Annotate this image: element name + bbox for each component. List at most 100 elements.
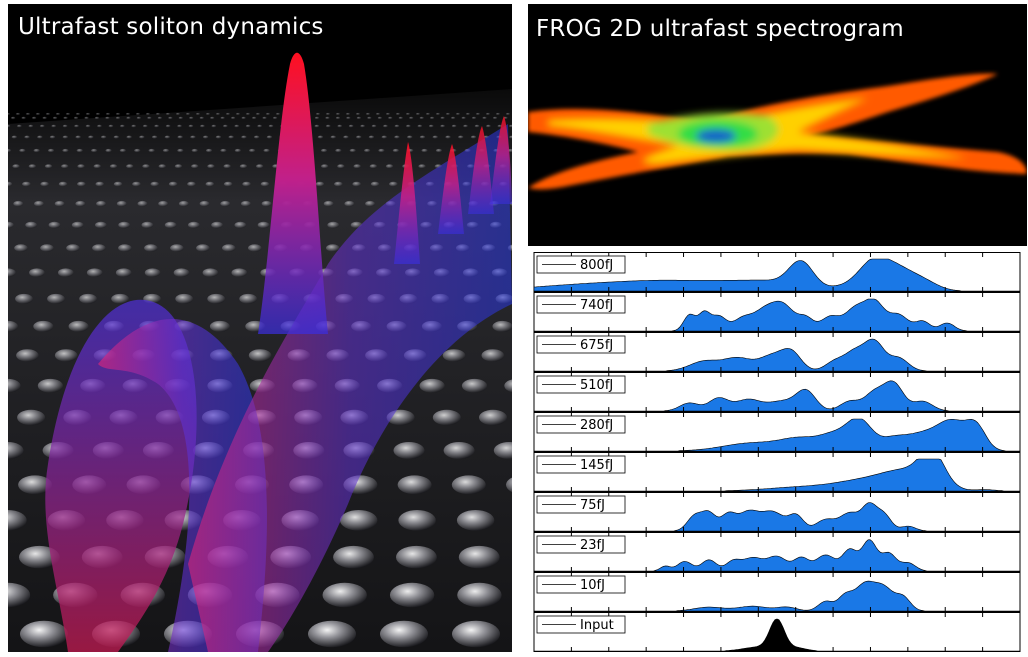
photonic-pillar — [220, 116, 225, 120]
photonic-pillar — [496, 112, 500, 116]
photonic-pillar — [353, 164, 361, 169]
photonic-pillar — [409, 116, 414, 120]
photonic-pillar — [220, 200, 231, 207]
spectrum-panel: 675fJ — [533, 332, 1021, 372]
photonic-pillar — [445, 135, 451, 139]
photonic-pillar — [48, 148, 55, 153]
photonic-pillar — [493, 116, 498, 120]
photonic-pillar — [48, 221, 61, 229]
photonic-pillar — [334, 181, 343, 187]
photonic-pillar — [245, 124, 251, 128]
photonic-pillar — [177, 148, 184, 153]
photonic-pillar — [378, 148, 385, 153]
photonic-pillar — [223, 124, 228, 128]
photonic-pillar — [239, 293, 258, 304]
photonic-pillar — [209, 320, 230, 332]
photonic-pillar — [53, 116, 58, 120]
photonic-pillar — [22, 181, 31, 187]
photonic-pillar — [234, 148, 241, 153]
photonic-pillar — [260, 181, 270, 187]
spectrum-area — [534, 580, 1020, 612]
photonic-pillar — [231, 116, 236, 120]
photonic-pillar — [134, 148, 141, 153]
photonic-pillar — [86, 112, 90, 116]
photonic-pillar — [44, 164, 53, 169]
photonic-pillar — [40, 181, 49, 187]
photonic-pillar — [426, 112, 430, 116]
photonic-pillar — [28, 164, 37, 169]
photonic-pillar — [144, 244, 158, 252]
photonic-pillar — [13, 200, 24, 207]
photonic-pillar — [66, 112, 70, 116]
photonic-pillar — [8, 378, 21, 393]
spectrum-area — [534, 458, 1020, 492]
photonic-pillar — [257, 221, 270, 229]
photonic-pillar — [11, 116, 16, 120]
photonic-pillar — [419, 135, 426, 139]
photonic-pillar — [509, 124, 512, 128]
photonic-pillar — [389, 181, 398, 187]
photonic-pillar — [458, 135, 464, 139]
spectrum-area — [534, 539, 1020, 572]
photonic-pillar — [394, 124, 400, 128]
photonic-pillar — [111, 293, 129, 304]
legend-box — [536, 535, 626, 554]
photonic-pillar — [476, 112, 480, 116]
photonic-pillar — [113, 181, 123, 187]
photonic-pillar — [371, 124, 377, 128]
photonic-pillar — [202, 268, 219, 278]
photonic-pillar — [262, 116, 267, 120]
photonic-pillar — [356, 112, 360, 116]
photonic-pillar — [486, 112, 490, 116]
photonic-pillar — [240, 200, 251, 207]
photonic-pillar — [14, 244, 28, 252]
photonic-pillar — [113, 135, 120, 139]
photonic-pillar — [211, 221, 224, 229]
photonic-pillar — [32, 116, 37, 120]
photonic-pillar — [344, 200, 355, 207]
photonic-pillar — [317, 135, 324, 139]
photonic-pillar — [504, 379, 512, 393]
photonic-pillar — [24, 135, 30, 139]
photonic-pillar — [189, 116, 194, 120]
photonic-pillar — [394, 135, 400, 139]
photonic-pillar — [393, 442, 425, 459]
photonic-pillar — [419, 116, 424, 120]
photonic-pillar — [86, 268, 103, 278]
photonic-pillar — [136, 112, 140, 116]
photonic-pillar — [421, 148, 428, 153]
photonic-pillar — [256, 164, 264, 169]
photonic-pillar — [34, 200, 44, 207]
photonic-pillar — [466, 112, 470, 116]
soliton-dynamics-image: Ultrafast soliton dynamics — [8, 4, 512, 652]
photonic-pillar — [116, 112, 120, 116]
legend-box — [536, 615, 626, 634]
photonic-pillar — [196, 244, 210, 252]
photonic-pillar — [506, 112, 510, 116]
photonic-pillar — [248, 244, 262, 252]
photonic-pillar — [440, 124, 446, 128]
photonic-pillar — [158, 164, 166, 169]
photonic-pillar — [257, 124, 262, 128]
spectrum-area — [534, 380, 1020, 412]
photonic-pillar — [109, 164, 118, 169]
photonic-pillar — [386, 112, 390, 116]
photonic-pillar — [506, 477, 512, 492]
legend-box — [536, 415, 626, 434]
photonic-pillar — [25, 221, 38, 229]
photonic-pillar — [126, 164, 134, 169]
photonic-pillar — [370, 181, 380, 187]
photonic-pillar — [126, 135, 132, 139]
photonic-pillar — [206, 112, 210, 116]
photonic-pillar — [120, 124, 125, 128]
photonic-pillar — [93, 164, 102, 169]
photonic-pillar — [327, 221, 340, 229]
photonic-pillar — [71, 221, 84, 229]
photonic-pillar — [118, 221, 131, 229]
photonic-pillar — [248, 349, 272, 362]
photonic-pillar — [493, 442, 512, 459]
photonic-pillar — [8, 320, 18, 332]
photonic-pillar — [88, 135, 94, 139]
photonic-pillar — [472, 116, 477, 120]
spectrum-area — [534, 502, 1020, 532]
